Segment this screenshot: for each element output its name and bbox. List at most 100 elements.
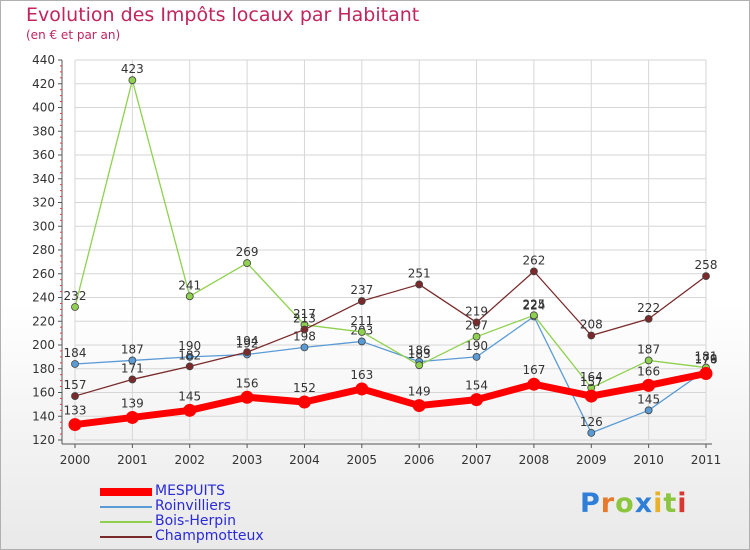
data-label: 156 xyxy=(236,376,259,390)
data-label: 163 xyxy=(350,368,373,382)
series-line-roinvilliers xyxy=(74,315,707,434)
data-point xyxy=(472,352,481,361)
data-point xyxy=(644,314,653,323)
x-tick-label: 2002 xyxy=(174,453,205,467)
data-label: 181 xyxy=(695,350,718,364)
legend-label: Champmotteux xyxy=(155,528,264,544)
data-label: 183 xyxy=(408,347,431,361)
x-tick-label: 2008 xyxy=(519,453,550,467)
x-tick-label: 2011 xyxy=(691,453,722,467)
data-label: 219 xyxy=(465,304,488,318)
data-label: 182 xyxy=(178,348,201,362)
data-label: 157 xyxy=(64,378,87,392)
y-tick-label: 420 xyxy=(32,77,55,91)
data-point xyxy=(243,348,251,357)
data-point xyxy=(357,297,366,305)
data-label: 167 xyxy=(522,363,545,377)
data-point xyxy=(472,332,481,341)
legend-label: Bois-Herpin xyxy=(155,513,236,529)
data-label: 237 xyxy=(350,283,373,297)
x-tick-label: 2007 xyxy=(461,453,492,467)
data-point xyxy=(128,375,137,384)
data-label: 251 xyxy=(408,266,431,280)
data-point xyxy=(644,356,653,365)
series-line-champmotteux xyxy=(74,270,707,397)
proxiti-logo: Proxiti xyxy=(580,488,688,519)
data-label: 186 xyxy=(408,344,431,358)
data-label: 152 xyxy=(293,381,316,395)
data-label: 133 xyxy=(64,404,87,418)
y-tick-label: 360 xyxy=(32,148,55,162)
legend-swatch xyxy=(100,520,152,523)
data-label: 194 xyxy=(236,334,259,348)
data-point xyxy=(240,390,254,404)
data-label: 211 xyxy=(350,314,373,328)
data-point xyxy=(71,360,79,368)
data-label: 176 xyxy=(695,353,718,367)
data-label: 139 xyxy=(121,396,144,410)
legend-label: MESPUITS xyxy=(155,483,226,499)
data-label: 190 xyxy=(465,339,488,353)
y-tick-label: 340 xyxy=(32,172,55,186)
data-label: 208 xyxy=(580,318,603,332)
data-point xyxy=(699,367,713,380)
data-label: 262 xyxy=(522,253,545,267)
line-chart: 120 140 160 180 200 220 240 260 280 300 320 340 360 3… xyxy=(32,53,722,467)
legend-swatch xyxy=(100,505,152,508)
data-label: 269 xyxy=(236,245,259,259)
y-tick-label: 140 xyxy=(32,409,55,423)
y-tick-label: 120 xyxy=(32,433,55,447)
data-point xyxy=(300,325,309,334)
data-label: 232 xyxy=(64,289,87,303)
data-point xyxy=(125,410,139,424)
data-point xyxy=(530,267,538,276)
data-point xyxy=(415,361,424,370)
data-label: 154 xyxy=(465,379,488,393)
y-tick-label: 440 xyxy=(32,53,55,67)
data-label: 149 xyxy=(408,385,431,399)
data-label: 224 xyxy=(522,299,545,313)
data-point xyxy=(357,337,366,346)
logo-letter: i xyxy=(653,488,664,519)
data-label: 222 xyxy=(637,301,660,315)
logo-letter: t xyxy=(663,488,678,519)
logo-letter: x xyxy=(634,488,654,519)
chart-subtitle: (en € et par an) xyxy=(26,28,121,42)
data-point xyxy=(472,318,481,327)
data-point xyxy=(185,362,194,371)
x-tick-label: 2000 xyxy=(60,453,91,467)
data-point xyxy=(297,395,311,409)
logo-letter: o xyxy=(615,488,635,519)
data-point xyxy=(300,343,309,352)
data-label: 423 xyxy=(121,62,144,76)
data-label: 190 xyxy=(178,339,201,353)
data-point xyxy=(527,377,541,391)
data-point xyxy=(587,428,596,437)
data-point xyxy=(185,292,194,301)
y-tick-label: 300 xyxy=(32,219,55,233)
data-label: 258 xyxy=(695,258,718,272)
data-point xyxy=(128,76,137,85)
y-tick-label: 280 xyxy=(32,243,55,257)
data-point xyxy=(587,331,596,340)
logo-letter: r xyxy=(600,488,616,519)
data-point xyxy=(71,303,79,311)
x-tick-label: 2009 xyxy=(576,453,607,467)
chart-title: Evolution des Impôts locaux par Habitant xyxy=(26,4,420,26)
data-label: 157 xyxy=(580,375,603,389)
legend-swatch xyxy=(100,487,152,496)
data-label: 164 xyxy=(580,370,603,384)
x-tick-label: 2006 xyxy=(404,453,435,467)
data-label: 217 xyxy=(293,307,316,321)
data-point xyxy=(644,406,653,415)
data-label: 241 xyxy=(178,278,201,292)
data-label: 213 xyxy=(293,312,316,326)
logo-letter: i xyxy=(677,488,688,519)
data-label: 198 xyxy=(293,329,316,343)
logo-letter: P xyxy=(580,488,601,519)
data-point xyxy=(128,356,137,365)
data-point xyxy=(355,382,369,396)
data-label: 171 xyxy=(121,361,144,375)
data-label: 184 xyxy=(64,346,87,360)
legend-swatch xyxy=(100,535,152,538)
